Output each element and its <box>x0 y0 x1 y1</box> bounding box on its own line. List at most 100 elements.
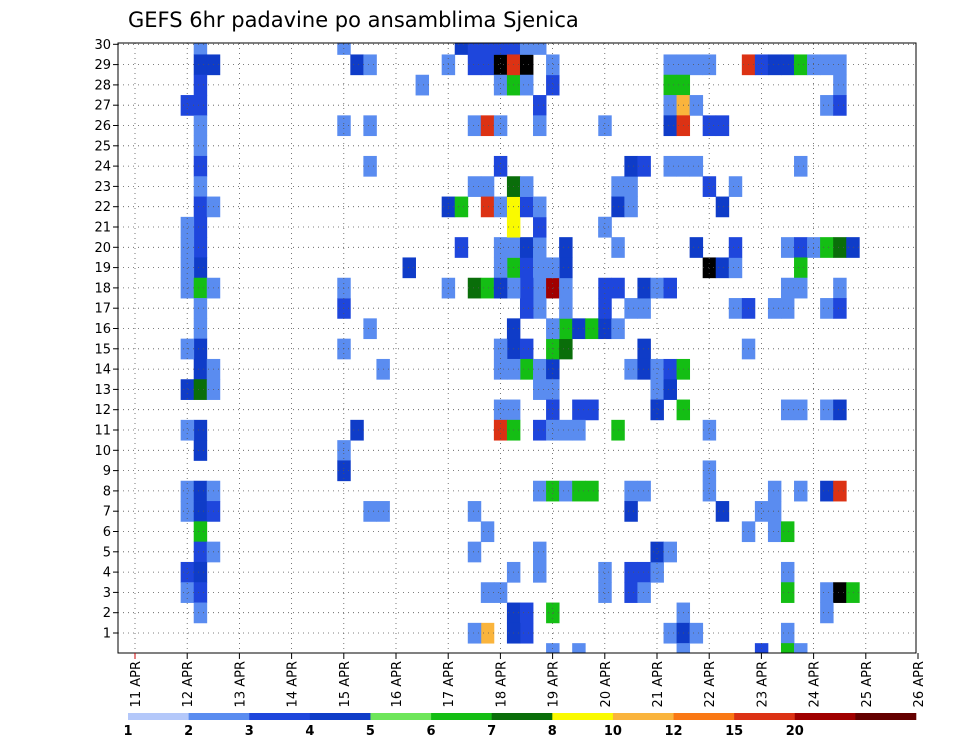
heatmap-cell <box>767 298 782 319</box>
heatmap-cell <box>794 257 808 279</box>
heatmap-cell <box>363 54 377 76</box>
heatmap-cell <box>467 54 482 76</box>
heatmap-cell <box>493 237 508 258</box>
heatmap-cell <box>546 257 560 279</box>
heatmap-cell <box>193 43 208 55</box>
heatmap-cell <box>454 43 469 55</box>
heatmap-cell <box>780 298 795 319</box>
heatmap-cell <box>533 541 547 563</box>
heatmap-cell <box>467 541 482 563</box>
y-tick-label: 9 <box>103 464 111 479</box>
x-axis: 11 APR 12 APR 13 APR 14 APR 15 APR 16 APR 17 A… <box>129 653 927 707</box>
heatmap-cell <box>180 95 195 116</box>
heatmap-cell <box>624 196 638 218</box>
heatmap-cell <box>585 480 599 502</box>
heatmap-cell <box>519 602 534 624</box>
heatmap-cell <box>663 622 677 644</box>
heatmap-cell <box>533 277 547 299</box>
x-tick-label: 17 APR <box>442 661 457 707</box>
heatmap-cell <box>180 237 195 258</box>
y-tick-label: 27 <box>94 99 111 114</box>
legend-label: 2 <box>184 724 193 739</box>
heatmap-cell <box>598 115 612 137</box>
heatmap-cell <box>519 43 534 55</box>
heatmap-cell <box>493 54 508 76</box>
heatmap-cell <box>337 460 351 482</box>
heatmap-cell <box>193 196 208 218</box>
legend-swatch <box>491 713 553 720</box>
heatmap-cell <box>533 43 547 55</box>
heatmap-cell <box>559 237 573 258</box>
heatmap-cell <box>180 379 195 400</box>
heatmap-cell <box>637 480 651 502</box>
heatmap-cell <box>193 135 208 157</box>
heatmap-cell <box>180 582 195 603</box>
legend-swatch <box>734 713 796 720</box>
heatmap-cell <box>624 298 638 319</box>
legend-swatch <box>855 713 917 720</box>
heatmap-cell <box>833 582 847 603</box>
x-tick-label: 18 APR <box>494 661 509 707</box>
y-tick-label: 13 <box>94 383 111 398</box>
plot-frame <box>117 42 917 654</box>
heatmap-cell <box>559 318 573 340</box>
heatmap-cell <box>467 115 482 137</box>
heatmap-cell <box>493 399 508 421</box>
legend-label: 3 <box>245 724 254 739</box>
heatmap-cell <box>546 480 560 502</box>
heatmap-cell <box>637 277 651 299</box>
heatmap-cell <box>193 440 208 461</box>
x-tick-label: 24 APR <box>808 661 823 707</box>
y-tick-label: 30 <box>94 38 111 53</box>
y-tick-label: 7 <box>103 505 111 520</box>
heatmap-cell <box>193 95 208 116</box>
heatmap-cell <box>820 399 834 421</box>
heatmap-cell <box>663 95 677 116</box>
heatmap-cell <box>454 196 469 218</box>
legend-label: 8 <box>548 724 557 739</box>
heatmap-cell <box>794 54 808 76</box>
heatmap-cell <box>767 480 782 502</box>
heatmap-cell <box>728 237 743 258</box>
heatmap-cell <box>193 74 208 96</box>
x-tick-label: 19 APR <box>547 661 562 707</box>
heatmap-cell <box>559 480 573 502</box>
heatmap-cell <box>533 358 547 380</box>
heatmap-cell <box>624 582 638 603</box>
heatmap-cell <box>533 561 547 583</box>
heatmap-cell <box>702 54 717 76</box>
legend-label: 15 <box>725 724 743 739</box>
heatmap-cell <box>767 501 782 522</box>
y-tick-label: 3 <box>103 586 111 601</box>
y-tick-label: 2 <box>103 606 111 621</box>
heatmap-cell <box>193 602 208 624</box>
heatmap-cell <box>454 237 469 258</box>
heatmap-cell <box>519 257 534 279</box>
heatmap-cell <box>180 419 195 441</box>
heatmap-cell <box>833 237 847 258</box>
chart-title: GEFS 6hr padavine po ansamblima Sjenica <box>128 8 579 32</box>
heatmap-cell <box>193 155 208 177</box>
heatmap-cell <box>493 358 508 380</box>
heatmap-cell <box>480 115 495 137</box>
heatmap-cell <box>493 419 508 441</box>
heatmap-cell <box>546 399 560 421</box>
heatmap-cell <box>624 155 638 177</box>
x-tick-label: 25 APR <box>860 661 875 707</box>
heatmap-cell <box>533 480 547 502</box>
heatmap-cell <box>728 176 743 197</box>
color-legend: 1 2 3 4 5 6 7 8 10 12 15 20 <box>123 713 917 739</box>
x-tick-label: 11 APR <box>129 661 144 707</box>
heatmap-cell <box>193 521 208 543</box>
heatmap-cell <box>193 54 208 76</box>
legend-label: 12 <box>664 724 682 739</box>
heatmap-cell <box>519 277 534 299</box>
y-tick-label: 23 <box>94 180 111 195</box>
heatmap-cells <box>180 43 860 654</box>
heatmap-cell <box>193 115 208 137</box>
legend-swatch <box>249 713 311 720</box>
heatmap-cell <box>559 338 573 360</box>
heatmap-cell <box>637 582 651 603</box>
heatmap-cell <box>180 561 195 583</box>
y-tick-label: 12 <box>94 403 111 418</box>
